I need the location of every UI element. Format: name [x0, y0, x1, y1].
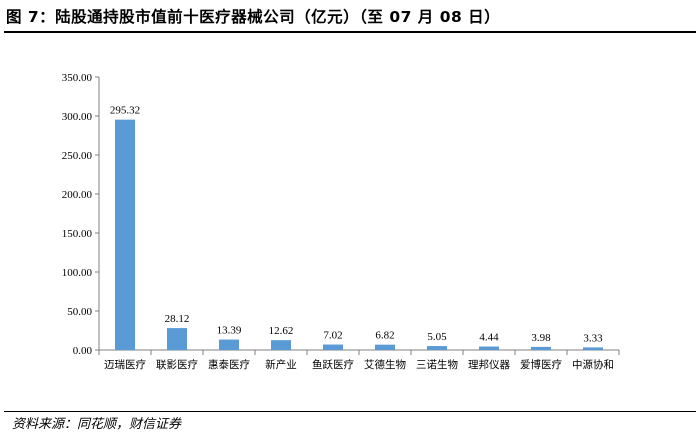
- y-tick-label: 350.00: [62, 72, 93, 84]
- x-tick-label: 联影医疗: [156, 358, 198, 371]
- bar: [271, 340, 291, 350]
- data-label: 28.12: [165, 313, 190, 325]
- data-label: 13.39: [217, 325, 242, 337]
- y-tick-label: 300.00: [62, 111, 93, 123]
- x-tick-label: 爱博医疗: [520, 358, 562, 371]
- y-tick-label: 150.00: [62, 228, 93, 240]
- x-tick-label: 中源协和: [572, 358, 614, 371]
- source-rule: [4, 411, 696, 412]
- bar: [583, 347, 603, 350]
- bar: [375, 345, 395, 350]
- data-label: 295.32: [110, 105, 140, 117]
- x-tick-label: 三诺生物: [416, 358, 458, 371]
- x-tick-label: 理邦仪器: [468, 358, 510, 371]
- y-tick-label: 100.00: [62, 267, 93, 279]
- y-tick-label: 250.00: [62, 150, 93, 162]
- data-labels: 295.32 28.12 13.39 12.62 7.02 6.82 5.05 4.44 3.9…: [110, 105, 603, 345]
- bar: [479, 347, 499, 350]
- x-tick-label: 艾德生物: [364, 358, 406, 371]
- data-label: 3.33: [583, 332, 603, 344]
- bar: [219, 340, 239, 350]
- y-axis: 0.00 50.00 100.00 150.00 200.00 250.00 300.00 3…: [62, 72, 99, 357]
- bar: [167, 328, 187, 350]
- data-label: 3.98: [531, 332, 551, 344]
- x-axis: 迈瑞医疗 联影医疗 惠泰医疗 新产业 鱼跃医疗 艾德生物 三诺生物 理邦仪器 爱博医疗 中源协和: [99, 350, 619, 371]
- x-tick-label: 迈瑞医疗: [104, 358, 146, 371]
- x-tick-label: 鱼跃医疗: [312, 358, 354, 371]
- y-tick-label: 0.00: [73, 345, 93, 357]
- data-label: 7.02: [323, 330, 342, 342]
- y-tick-label: 50.00: [67, 306, 92, 318]
- x-tick-label: 惠泰医疗: [208, 358, 250, 371]
- source-note: 资料来源：同花顺，财信证券: [12, 416, 181, 434]
- y-tick-label: 200.00: [62, 189, 93, 201]
- data-label: 5.05: [427, 331, 447, 343]
- data-label: 4.44: [479, 332, 499, 344]
- bar: [531, 347, 551, 350]
- bar: [427, 346, 447, 350]
- data-label: 6.82: [375, 330, 394, 342]
- bar: [323, 345, 343, 350]
- data-label: 12.62: [269, 325, 294, 337]
- x-tick-label: 新产业: [265, 358, 297, 371]
- bar: [115, 120, 135, 350]
